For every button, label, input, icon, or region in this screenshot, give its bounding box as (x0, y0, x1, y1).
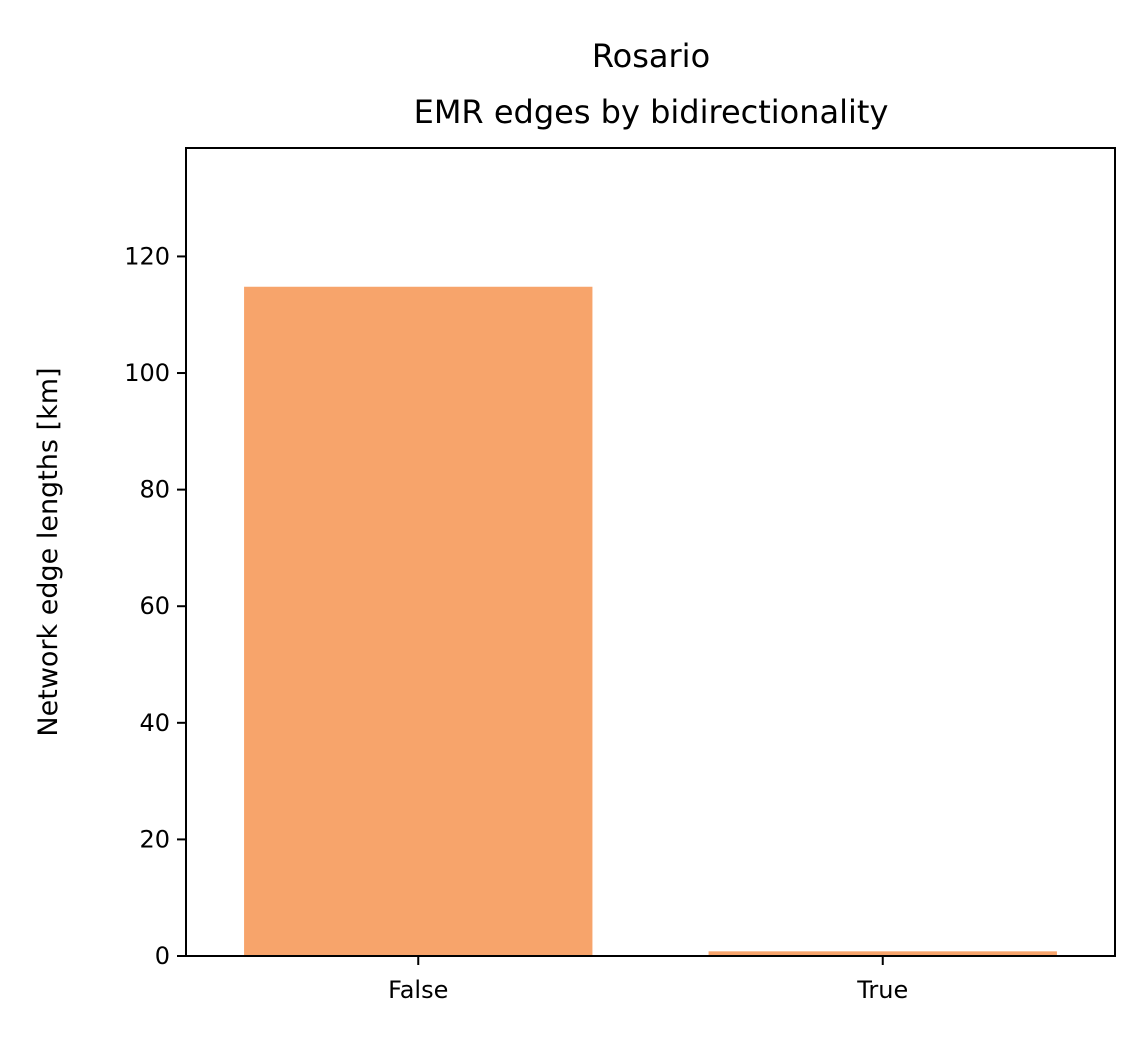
y-axis-label: Network edge lengths [km] (33, 367, 64, 736)
y-tick-label: 40 (139, 709, 170, 737)
y-tick-label: 100 (124, 359, 170, 387)
y-axis-ticks: 0 20 40 60 80 100 120 (124, 242, 186, 970)
y-tick-label: 120 (124, 242, 170, 270)
x-tick-label: False (388, 976, 448, 1004)
chart-title: Rosario (592, 37, 710, 75)
x-axis-ticks: False True (388, 956, 908, 1004)
x-tick-label: True (856, 976, 908, 1004)
y-tick-label: 0 (155, 942, 170, 970)
bar-true (708, 951, 1057, 956)
y-tick-label: 20 (139, 825, 170, 853)
bar-false (244, 286, 593, 957)
chart-subtitle: EMR edges by bidirectionality (414, 93, 889, 131)
bars-layer (244, 286, 1057, 957)
plot-frame (185, 147, 1116, 957)
y-tick-label: 80 (139, 476, 170, 504)
y-tick-label: 60 (139, 592, 170, 620)
